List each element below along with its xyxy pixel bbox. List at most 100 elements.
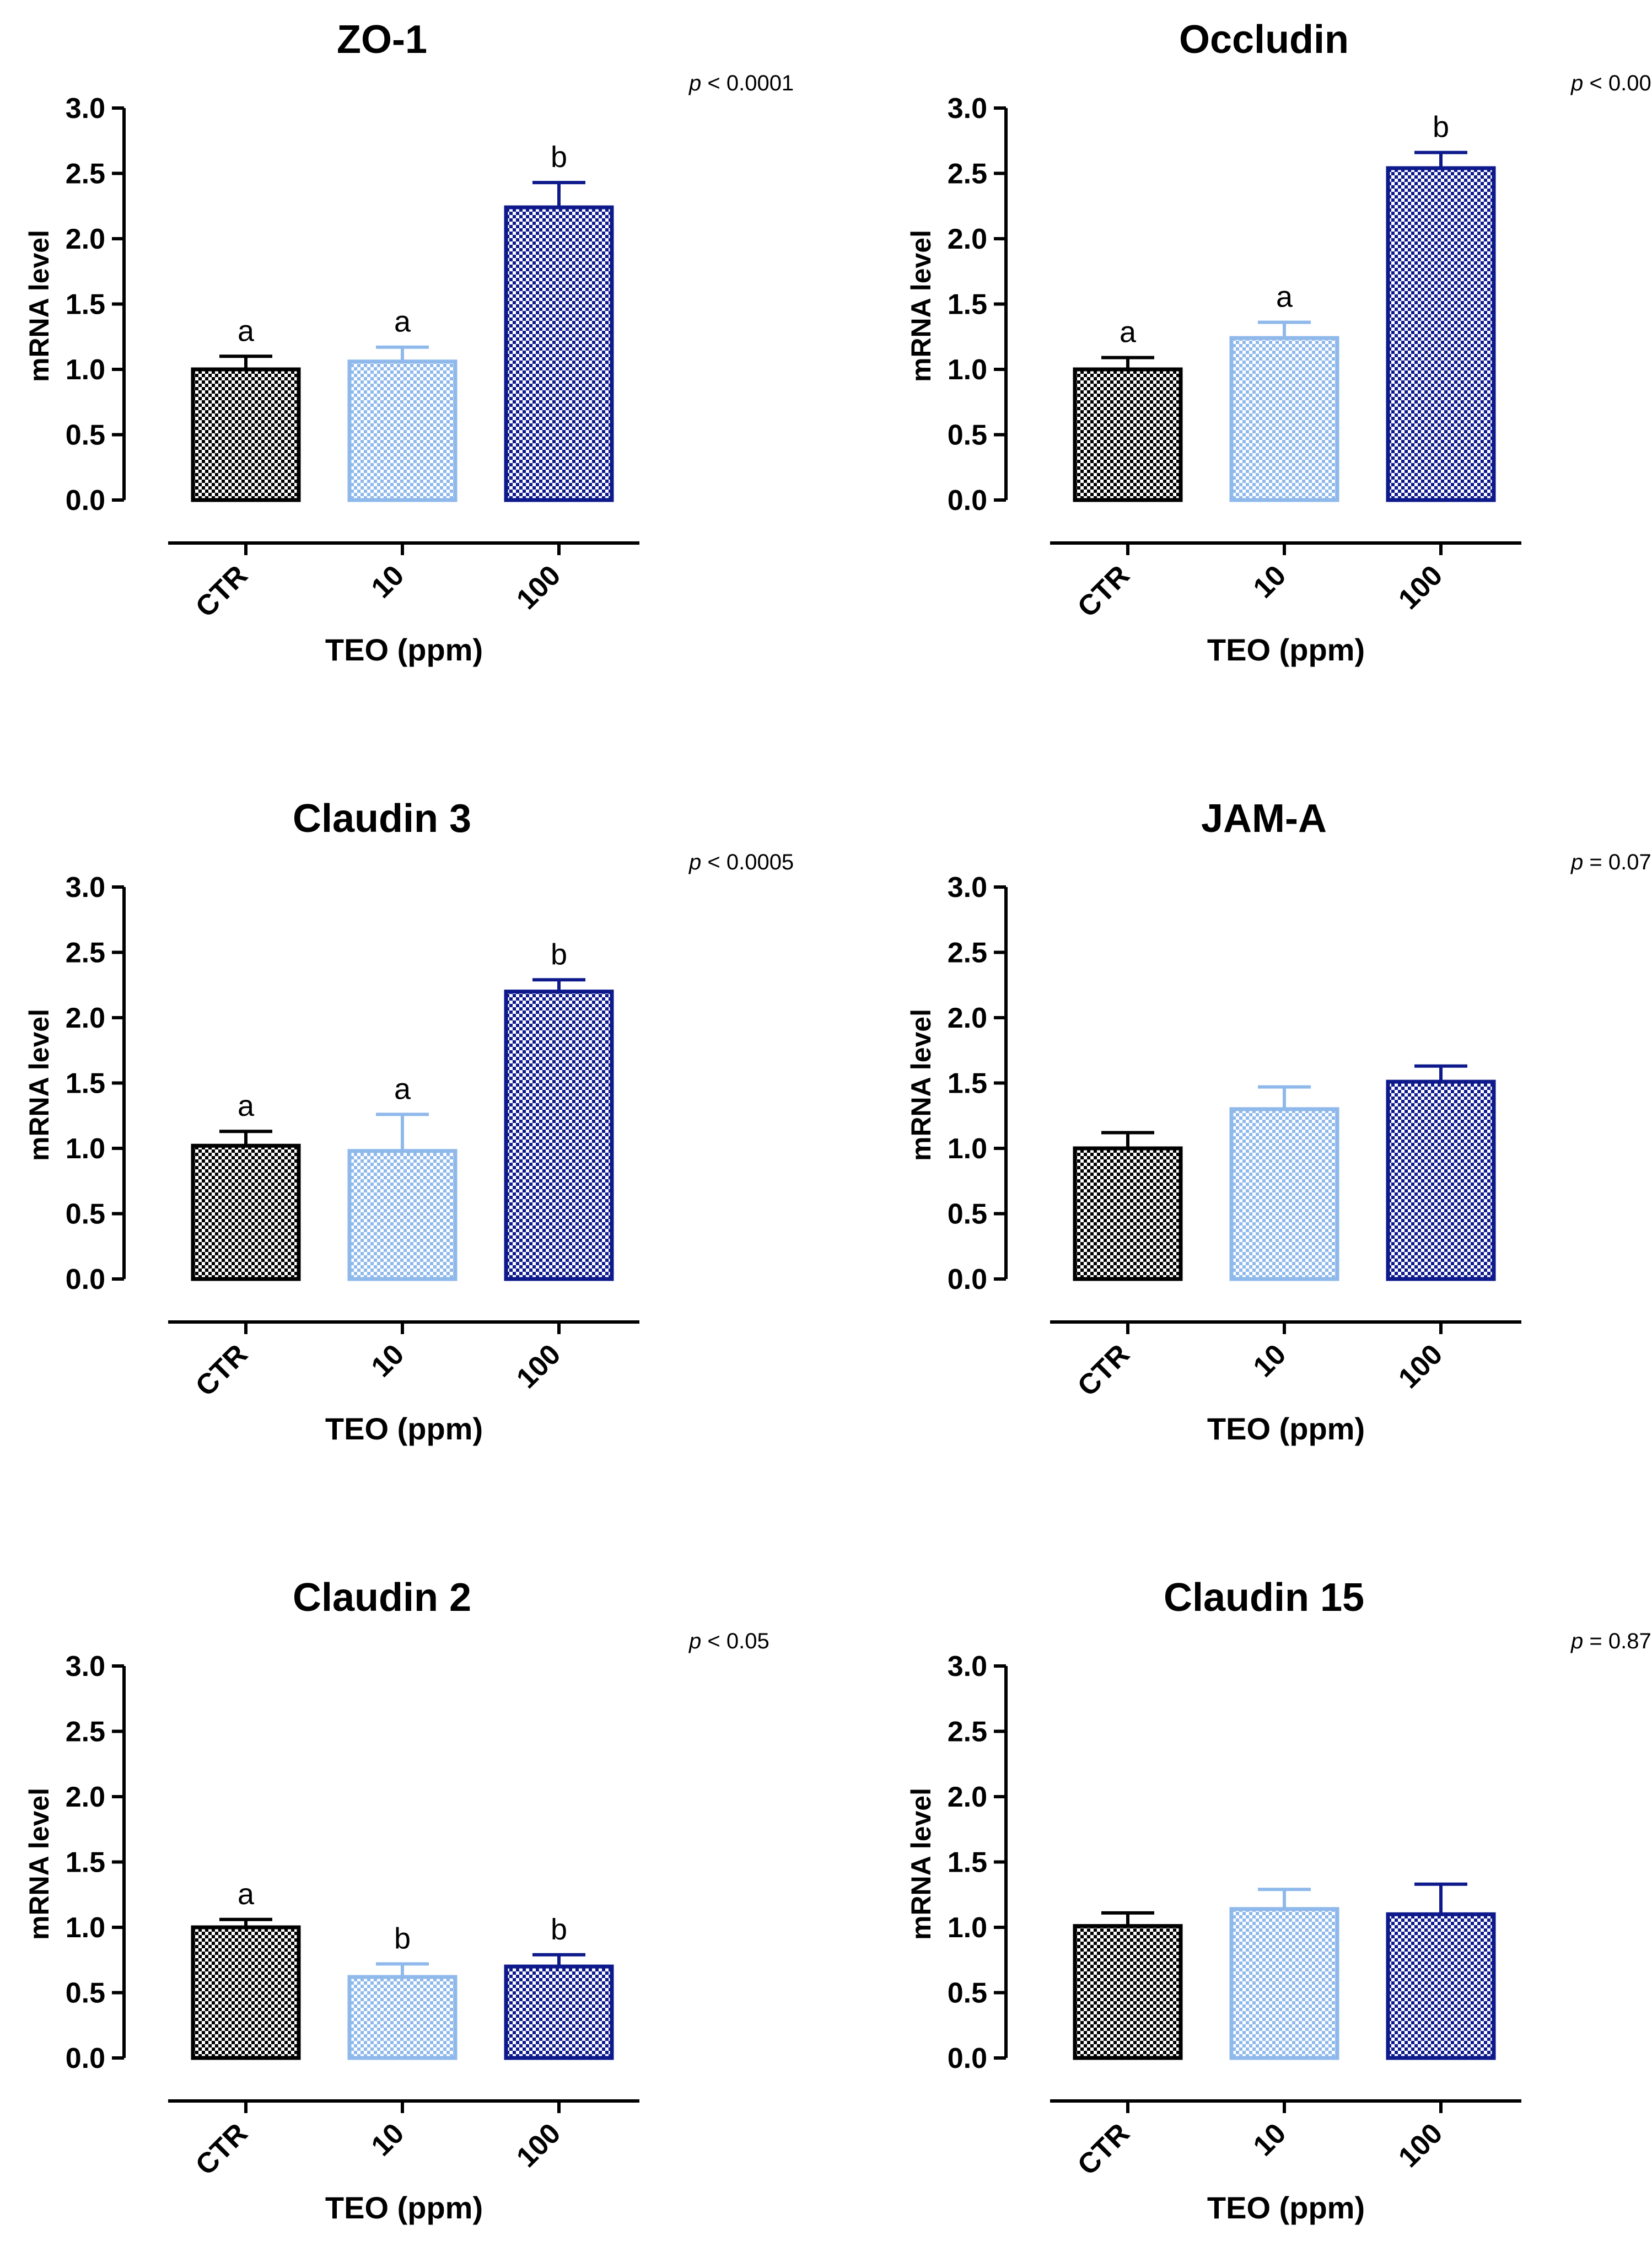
significance-letter: b: [551, 1913, 567, 1946]
p-value: p = 0.07: [1570, 850, 1651, 874]
y-tick-label: 3.0: [948, 1651, 987, 1683]
p-value: p < 0.05: [688, 1629, 770, 1653]
x-axis-label: TEO (ppm): [325, 1411, 483, 1446]
significance-letter: a: [238, 314, 255, 347]
p-value: p < 0.0001: [688, 71, 794, 95]
x-tick-label: 10: [1247, 1338, 1293, 1383]
y-tick-label: 0.0: [66, 2043, 105, 2075]
panel-4: JAM-A p = 0.07 0.0 0.5 1.0 1.5 2.0 2.5 3.0 mRNA l…: [906, 797, 1651, 1446]
x-axis-label: TEO (ppm): [1207, 2190, 1365, 2225]
x-tick-label: 100: [1392, 1338, 1449, 1394]
x-tick-label: CTR: [190, 1338, 254, 1402]
y-axis-label: mRNA level: [24, 1009, 55, 1161]
y-tick-label: 0.0: [948, 2043, 987, 2075]
y-tick-label: 2.0: [948, 1002, 987, 1034]
x-tick-label: CTR: [1072, 1338, 1136, 1402]
significance-letter: a: [1120, 316, 1137, 349]
significance-letter: b: [551, 141, 567, 174]
y-tick-label: 0.5: [948, 1199, 987, 1230]
significance-letter: b: [394, 1922, 411, 1955]
x-tick-label: 100: [510, 1338, 567, 1394]
y-tick-label: 2.5: [948, 158, 987, 190]
y-tick-label: 1.5: [948, 1847, 987, 1879]
bar-ten: [1229, 1907, 1339, 2060]
y-tick-label: 2.0: [66, 1002, 105, 1034]
y-tick-label: 2.5: [66, 1716, 105, 1748]
x-tick-label: CTR: [1072, 2117, 1136, 2181]
y-tick-label: 2.0: [66, 223, 105, 255]
p-value: p < 0.0001: [1570, 71, 1652, 95]
y-tick-label: 0.5: [66, 1977, 105, 2009]
y-axis-label: mRNA level: [24, 1788, 55, 1940]
y-axis-label: mRNA level: [906, 1788, 937, 1940]
bar-ctr: [1073, 1924, 1183, 2060]
x-tick-label: 10: [1247, 2117, 1293, 2162]
x-tick-label: 100: [510, 559, 567, 615]
bar-ctr: [191, 367, 301, 502]
significance-letter: a: [238, 1878, 255, 1911]
y-tick-label: 1.0: [66, 1133, 105, 1165]
panel-5: Claudin 2 p < 0.05 0.0 0.5 1.0 1.5 2.0 2.5 3.0 mR…: [24, 1576, 770, 2225]
x-axis-label: TEO (ppm): [1207, 1411, 1365, 1446]
x-axis-label: TEO (ppm): [325, 632, 483, 667]
y-tick-label: 1.0: [948, 1912, 987, 1944]
x-tick-label: 100: [1392, 559, 1449, 615]
x-tick-label: CTR: [190, 559, 254, 624]
y-tick-label: 1.5: [948, 289, 987, 321]
y-tick-label: 1.5: [66, 1847, 105, 1879]
bar-ctr: [191, 1143, 301, 1281]
y-tick-label: 1.0: [66, 354, 105, 386]
bar-hundred: [504, 1964, 614, 2060]
significance-letter: b: [551, 938, 567, 971]
x-tick-label: 10: [365, 2117, 411, 2162]
x-tick-label: 10: [365, 559, 411, 604]
x-tick-label: 10: [1247, 559, 1293, 604]
y-tick-label: 0.5: [948, 1977, 987, 2009]
bar-ten: [347, 359, 458, 502]
bar-hundred: [1386, 166, 1496, 502]
x-tick-label: 100: [510, 2117, 567, 2173]
bar-hundred: [504, 205, 614, 502]
p-value: p = 0.87: [1570, 1629, 1651, 1653]
y-tick-label: 1.5: [948, 1068, 987, 1100]
y-tick-label: 2.5: [948, 937, 987, 969]
y-tick-label: 1.0: [948, 1133, 987, 1165]
significance-letter: a: [1276, 281, 1293, 314]
y-tick-label: 2.5: [948, 1716, 987, 1748]
x-tick-label: CTR: [1072, 559, 1136, 624]
y-tick-label: 2.0: [948, 1781, 987, 1813]
bar-ctr: [1073, 1146, 1183, 1281]
y-tick-label: 1.5: [66, 289, 105, 321]
bar-hundred: [1386, 1079, 1496, 1281]
y-tick-label: 0.5: [66, 1199, 105, 1230]
y-tick-label: 0.0: [948, 485, 987, 517]
bar-ten: [1229, 336, 1339, 502]
x-tick-label: 10: [365, 1338, 411, 1383]
y-tick-label: 0.5: [66, 420, 105, 452]
panel-1: ZO-1 p < 0.0001 0.0 0.5 1.0 1.5 2.0 2.5 3.0 mRNA …: [24, 18, 794, 667]
significance-letter: a: [394, 305, 411, 338]
y-tick-label: 1.5: [66, 1068, 105, 1100]
bar-ten: [347, 1149, 458, 1281]
chart-title: ZO-1: [337, 18, 427, 62]
y-tick-label: 3.0: [66, 872, 105, 904]
chart-title: Occludin: [1179, 18, 1349, 62]
chart-title: JAM-A: [1201, 797, 1327, 841]
x-tick-label: CTR: [190, 2117, 254, 2181]
y-axis-label: mRNA level: [24, 230, 55, 382]
bar-ten: [347, 1975, 458, 2060]
bar-ten: [1229, 1107, 1339, 1281]
y-tick-label: 3.0: [66, 93, 105, 125]
chart-title: Claudin 3: [293, 797, 471, 841]
y-tick-label: 0.0: [66, 485, 105, 517]
y-axis-label: mRNA level: [906, 1009, 937, 1161]
y-tick-label: 0.0: [948, 1264, 987, 1296]
bar-hundred: [504, 990, 614, 1281]
y-tick-label: 3.0: [948, 872, 987, 904]
y-tick-label: 3.0: [948, 93, 987, 125]
y-axis-label: mRNA level: [906, 230, 937, 382]
y-tick-label: 3.0: [66, 1651, 105, 1683]
panel-6: Claudin 15 p = 0.87 0.0 0.5 1.0 1.5 2.0 2.5 3.0 m…: [906, 1576, 1651, 2225]
y-tick-label: 2.5: [66, 158, 105, 190]
